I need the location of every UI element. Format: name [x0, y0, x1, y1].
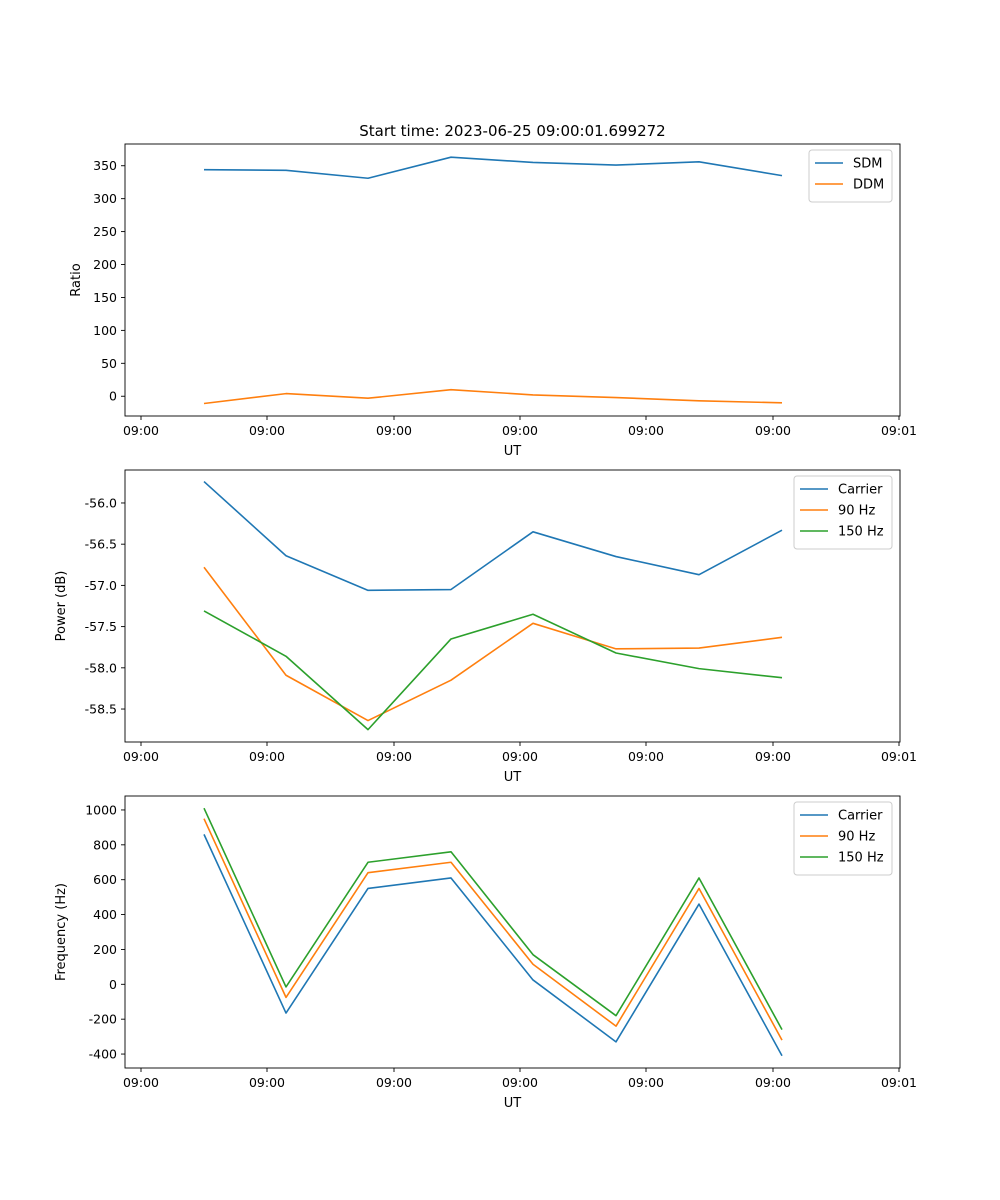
y-tick-label: 300: [93, 191, 117, 206]
y-tick-label: 150: [93, 290, 117, 305]
x-tick-label: 09:00: [376, 749, 412, 764]
figure-title: Start time: 2023-06-25 09:00:01.699272: [359, 122, 665, 140]
x-tick-label: 09:00: [628, 1075, 664, 1090]
series-line-carrier: [203, 480, 783, 592]
x-axis-label: UT: [504, 770, 522, 785]
legend-label: 90 Hz: [838, 504, 875, 519]
legend-label: 150 Hz: [838, 525, 884, 540]
y-axis-label: Frequency (Hz): [54, 883, 69, 981]
x-tick-label: 09:00: [249, 1075, 285, 1090]
series-line-150-hz: [203, 610, 783, 731]
legend: Carrier 90 Hz 150 Hz: [793, 801, 893, 876]
x-tick-label: 09:01: [881, 1075, 917, 1090]
legend-label: Carrier: [838, 483, 883, 498]
y-tick-label: 200: [93, 942, 117, 957]
series-line-carrier: [203, 834, 783, 1057]
y-tick-label: 600: [93, 872, 117, 887]
legend-label: 150 Hz: [838, 851, 884, 866]
x-tick-label: 09:00: [123, 423, 159, 438]
y-tick-label: 400: [93, 907, 117, 922]
series-line-ddm: [203, 388, 783, 405]
x-tick-label: 09:00: [123, 749, 159, 764]
x-tick-label: 09:00: [502, 749, 538, 764]
legend-label: DDM: [853, 178, 884, 193]
y-tick-label: -200: [89, 1012, 117, 1027]
chart-panel-3: 09:00 09:00 09:00 09:00 09:00 09:00 09:01 -400 -…: [54, 795, 917, 1111]
x-axis-label: UT: [504, 444, 522, 459]
y-tick-label: -57.5: [85, 619, 117, 634]
y-tick-label: 250: [93, 224, 117, 239]
legend-label: Carrier: [838, 809, 883, 824]
y-tick-label: 1000: [85, 802, 117, 817]
x-tick-label: 09:00: [502, 423, 538, 438]
x-tick-label: 09:00: [755, 1075, 791, 1090]
legend: Carrier 90 Hz 150 Hz: [793, 475, 893, 550]
x-tick-label: 09:00: [502, 1075, 538, 1090]
y-tick-label: 350: [93, 158, 117, 173]
x-tick-label: 09:00: [755, 749, 791, 764]
y-tick-label: -400: [89, 1047, 117, 1062]
x-tick-label: 09:00: [249, 423, 285, 438]
x-tick-label: 09:00: [628, 423, 664, 438]
x-tick-label: 09:00: [376, 423, 412, 438]
x-axis-label: UT: [504, 1096, 522, 1111]
y-tick-label: 100: [93, 323, 117, 338]
legend: SDM DDM: [808, 149, 893, 203]
series-line-90-hz: [203, 566, 783, 722]
chart-panel-2: 09:00 09:00 09:00 09:00 09:00 09:00 09:01 -58.5…: [54, 469, 917, 785]
y-tick-label: -57.0: [85, 578, 117, 593]
legend-label: SDM: [853, 157, 882, 172]
plot-area: [124, 143, 901, 417]
x-tick-label: 09:01: [881, 423, 917, 438]
y-axis-label: Ratio: [69, 263, 84, 296]
y-tick-label: -56.0: [85, 495, 117, 510]
x-tick-label: 09:00: [376, 1075, 412, 1090]
x-tick-label: 09:00: [755, 423, 791, 438]
x-tick-label: 09:00: [123, 1075, 159, 1090]
y-axis-label: Power (dB): [54, 571, 69, 642]
y-tick-label: 800: [93, 837, 117, 852]
series-line-sdm: [203, 156, 783, 180]
y-tick-label: 200: [93, 257, 117, 272]
x-tick-label: 09:01: [881, 749, 917, 764]
x-tick-label: 09:00: [628, 749, 664, 764]
plot-area: [124, 795, 901, 1069]
y-tick-label: 0: [109, 389, 117, 404]
plot-area: [124, 469, 901, 743]
series-line-90-hz: [203, 818, 783, 1041]
y-tick-label: -58.5: [85, 702, 117, 717]
y-tick-label: -56.5: [85, 537, 117, 552]
y-tick-label: -58.0: [85, 660, 117, 675]
chart-panel-1: 09:00 09:00 09:00 09:00 09:00 09:00 09:01 0 50 10…: [69, 143, 917, 459]
legend-label: 90 Hz: [838, 830, 875, 845]
series-line-150-hz: [203, 807, 783, 1031]
y-tick-label: 0: [109, 977, 117, 992]
x-tick-label: 09:00: [249, 749, 285, 764]
y-tick-label: 50: [101, 356, 117, 371]
